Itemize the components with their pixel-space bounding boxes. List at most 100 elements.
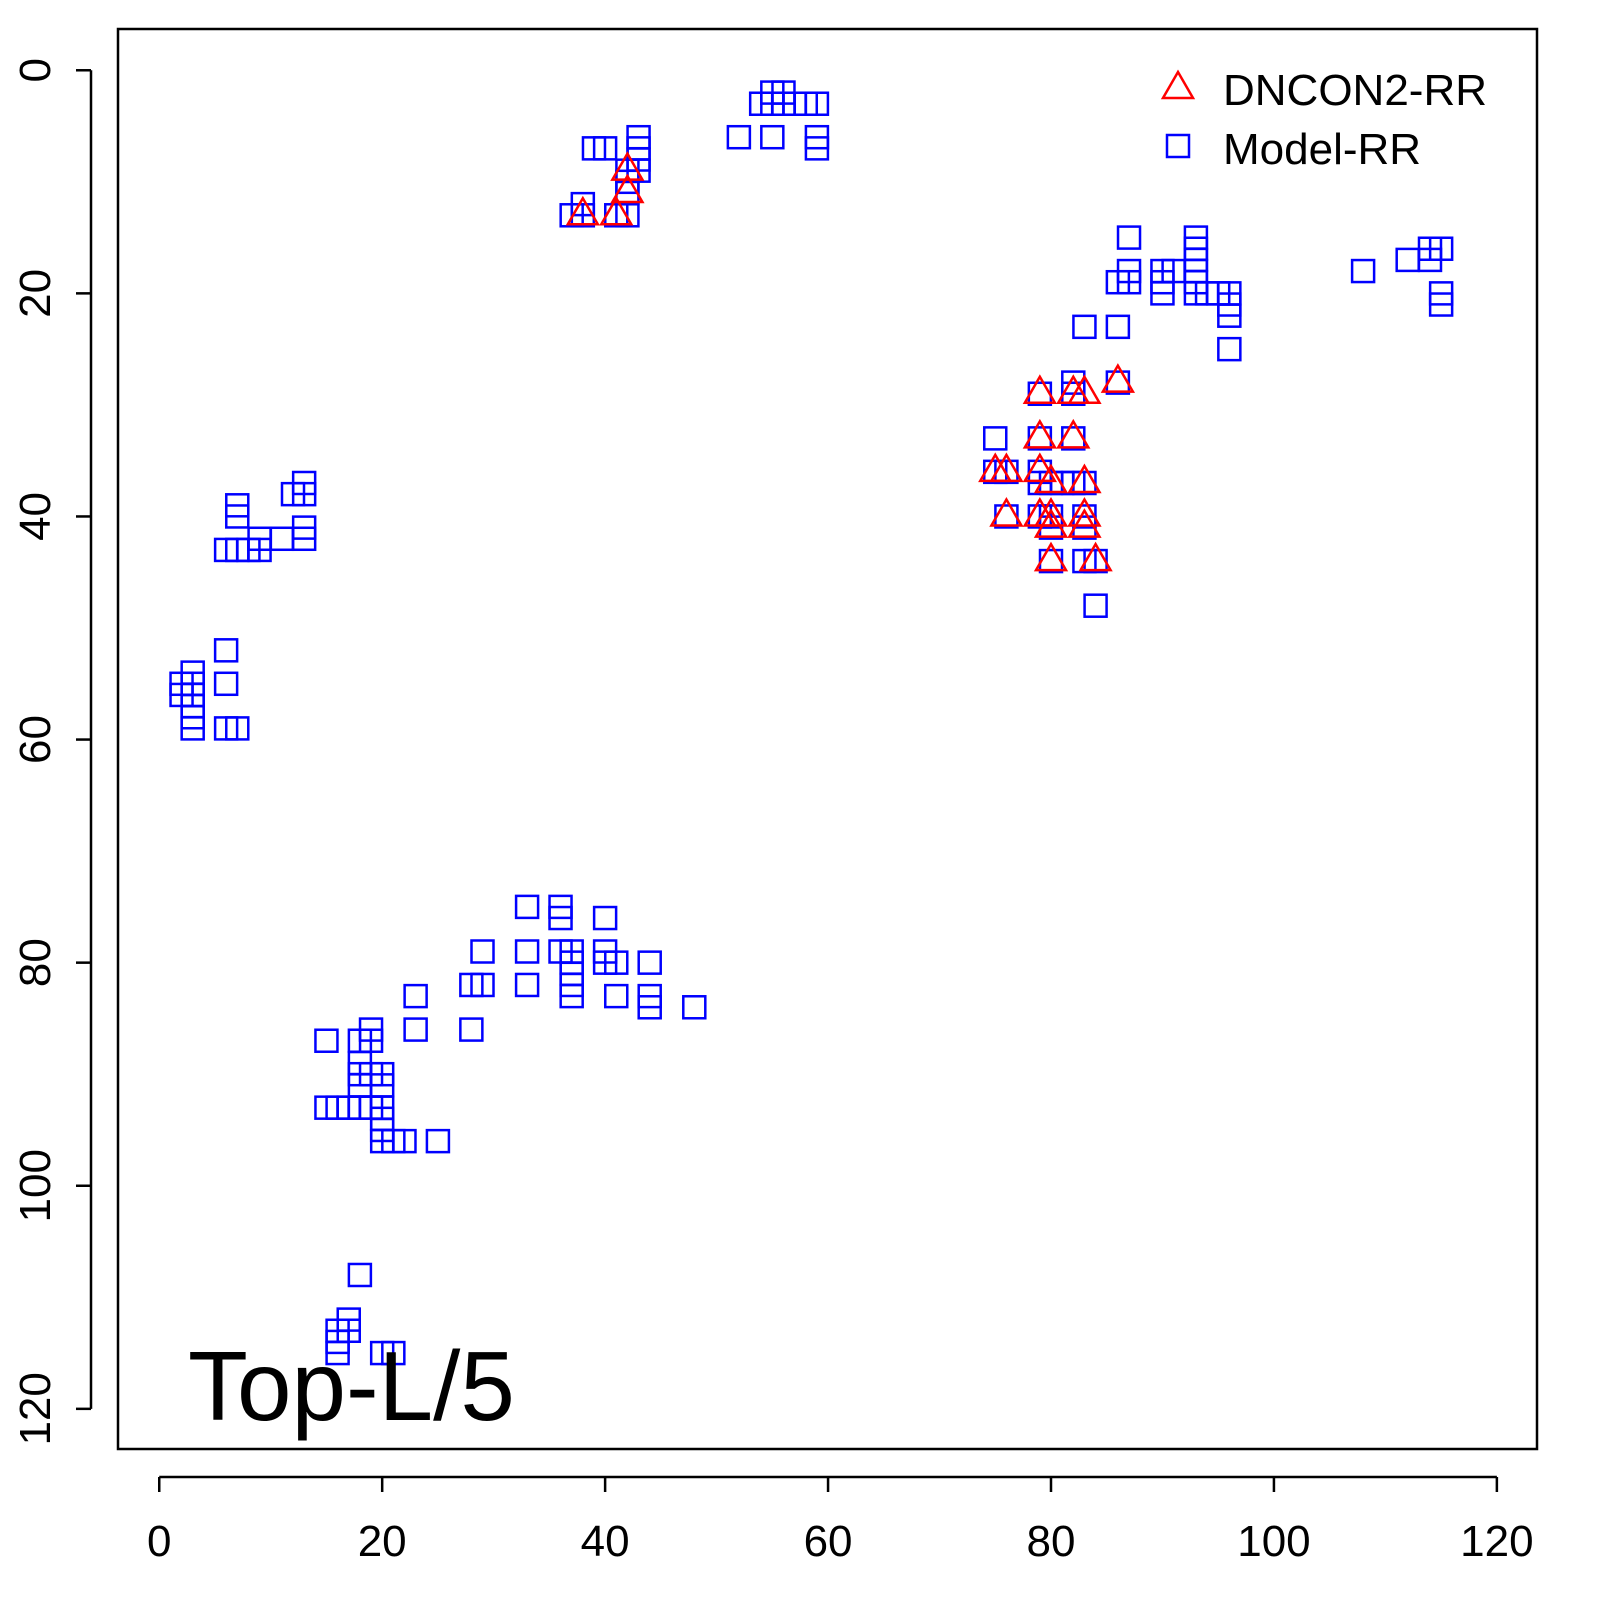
point-model-rr: [1038, 548, 1064, 574]
y-tick-label: 60: [11, 715, 60, 764]
legend-label-model: Model-RR: [1223, 125, 1421, 174]
point-dncon2-rr: [1033, 508, 1069, 538]
x-tick-label: 40: [581, 1517, 630, 1566]
legend: DNCON2-RR Model-RR: [1160, 66, 1487, 174]
point-model-rr: [637, 995, 662, 1020]
point-model-rr: [604, 950, 629, 975]
x-tick-label: 80: [1027, 1517, 1076, 1566]
point-model-rr: [381, 1340, 406, 1366]
point-model-rr: [592, 905, 618, 931]
point-model-rr: [1350, 258, 1376, 284]
x-tick-label: 20: [358, 1517, 407, 1566]
point-model-rr: [403, 983, 428, 1009]
point-model-rr: [213, 537, 239, 563]
point-dncon2-rr: [1022, 374, 1058, 405]
point-dncon2-rr: [1067, 496, 1102, 527]
point-model-rr: [213, 638, 239, 663]
point-model-rr: [225, 716, 250, 741]
y-tick-label: 20: [11, 269, 60, 318]
point-model-rr: [1027, 426, 1053, 451]
point-dncon2-rr: [1033, 496, 1069, 527]
point-model-rr: [1061, 426, 1086, 451]
y-tick-label: 0: [11, 58, 60, 82]
point-dncon2-rr: [1067, 463, 1102, 494]
point-model-rr: [804, 91, 830, 116]
point-model-rr: [514, 972, 540, 998]
point-dncon2-rr: [989, 496, 1024, 527]
point-dncon2-rr: [1056, 418, 1091, 449]
y-tick-label: 80: [11, 938, 60, 987]
x-tick-label: 60: [804, 1517, 853, 1566]
plot-frame: [116, 27, 1539, 1451]
data-points: [169, 80, 1454, 1366]
point-model-rr: [180, 716, 205, 741]
point-model-rr: [325, 1340, 350, 1366]
point-model-rr: [637, 950, 662, 975]
point-dncon2-rr: [1033, 463, 1069, 494]
point-dncon2-rr: [1067, 374, 1102, 405]
y-axis: 0 20 40 60 80 100 120: [11, 58, 93, 1446]
point-model-rr: [213, 671, 239, 697]
point-model-rr: [470, 972, 495, 998]
point-model-rr: [459, 1017, 484, 1042]
point-dncon2-rr: [1033, 541, 1069, 572]
point-model-rr: [559, 983, 584, 1009]
point-model-rr: [1083, 593, 1108, 618]
point-dncon2-rr: [610, 173, 645, 204]
point-model-rr: [1105, 314, 1131, 340]
point-dncon2-rr: [989, 452, 1024, 483]
point-dncon2-rr: [1022, 452, 1058, 483]
point-model-rr: [1072, 314, 1097, 340]
point-model-rr: [225, 504, 250, 529]
y-tick-label: 120: [11, 1372, 60, 1445]
point-model-rr: [1217, 303, 1242, 328]
point-dncon2-rr: [565, 195, 600, 226]
point-model-rr: [682, 995, 707, 1020]
point-dncon2-rr: [1022, 418, 1058, 449]
point-model-rr: [514, 894, 540, 920]
point-model-rr: [403, 1017, 428, 1042]
legend-label-dncon2: DNCON2-RR: [1223, 66, 1487, 115]
point-dncon2-rr: [610, 151, 645, 181]
point-model-rr: [592, 136, 618, 161]
point-model-rr: [1150, 281, 1175, 306]
point-model-rr: [548, 905, 573, 931]
point-model-rr: [994, 504, 1019, 529]
point-dncon2-rr: [1067, 508, 1102, 538]
point-model-rr: [514, 939, 540, 964]
point-dncon2-rr: [1100, 363, 1136, 393]
point-dncon2-rr: [1078, 541, 1113, 572]
x-tick-label: 0: [147, 1517, 171, 1566]
y-tick-label: 100: [11, 1149, 60, 1222]
point-model-rr: [470, 939, 495, 964]
point-dncon2-rr: [599, 195, 634, 226]
point-model-rr: [760, 124, 785, 150]
legend-square-icon: [1165, 133, 1191, 159]
point-model-rr: [1105, 370, 1131, 395]
point-model-rr: [1116, 225, 1142, 250]
x-tick-label: 120: [1460, 1517, 1533, 1566]
x-axis: 0 20 40 60 80 100 120: [147, 1475, 1534, 1566]
point-model-rr: [425, 1128, 451, 1154]
x-tick-label: 100: [1237, 1517, 1310, 1566]
point-model-rr: [615, 203, 640, 228]
point-model-rr: [1217, 336, 1242, 362]
point-model-rr: [314, 1028, 339, 1053]
point-model-rr: [726, 124, 752, 150]
point-model-rr: [1395, 247, 1420, 273]
point-model-rr: [1027, 381, 1053, 407]
y-tick-label: 40: [11, 492, 60, 541]
point-model-rr: [269, 526, 295, 552]
point-model-rr: [1417, 247, 1443, 273]
point-model-rr: [983, 426, 1008, 451]
point-model-rr: [804, 136, 830, 161]
point-model-rr: [347, 1262, 373, 1288]
point-model-rr: [1116, 269, 1142, 295]
panel-annotation: Top-L/5: [188, 1331, 515, 1441]
point-model-rr: [1428, 292, 1454, 317]
point-model-rr: [604, 983, 629, 1009]
point-model-rr: [392, 1128, 417, 1154]
legend-triangle-icon: [1160, 69, 1196, 100]
point-model-rr: [280, 481, 306, 507]
